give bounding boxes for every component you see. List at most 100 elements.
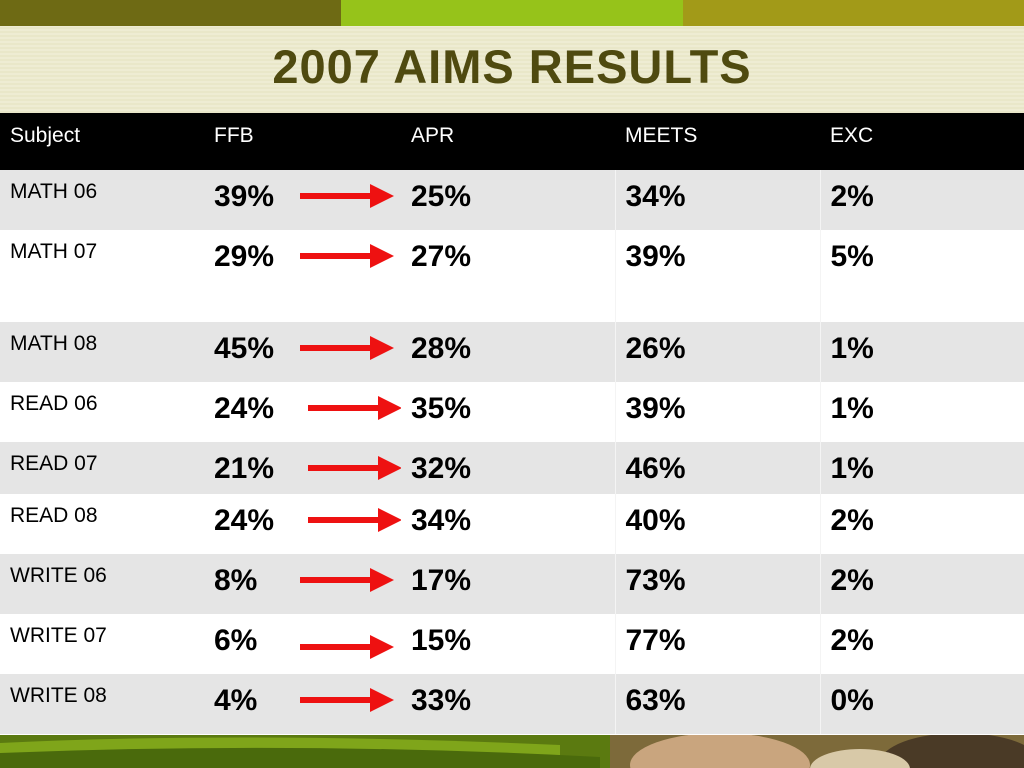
cell-subject: WRITE 06: [0, 554, 204, 614]
cell-ffb: 8%: [204, 554, 401, 614]
cell-meets: 46%: [614, 442, 820, 494]
cell-meets: 26%: [614, 322, 820, 382]
cell-apr-text: 15%: [411, 624, 472, 657]
bottom-band-decoration: [0, 735, 1024, 768]
cell-exc: 1%: [819, 322, 1024, 382]
cell-exc: 1%: [819, 442, 1024, 494]
cell-ffb: 4%: [204, 674, 401, 734]
cell-meets-text: 34%: [625, 180, 686, 213]
right-arrow-icon: [300, 688, 394, 712]
header-ffb: FFB: [204, 113, 401, 170]
slide-title: 2007 AIMS RESULTS: [272, 40, 752, 93]
cell-ffb-text: 29%: [214, 240, 275, 273]
table-row: MATH 06 39% 25% 34% 2%: [0, 170, 1024, 230]
table-row: READ 07 21% 32% 46% 1%: [0, 442, 1024, 494]
cell-meets: 34%: [614, 170, 820, 230]
cell-ffb: 21%: [204, 442, 402, 494]
cell-ffb: 29%: [204, 230, 401, 322]
cell-ffb-text: 8%: [214, 564, 258, 597]
cell-exc-text: 0%: [830, 684, 874, 717]
cell-meets-text: 26%: [625, 332, 686, 365]
cell-apr-text: 25%: [411, 180, 472, 213]
cell-apr-text: 34%: [411, 504, 472, 537]
cell-apr: 34%: [401, 494, 615, 554]
cell-subject: READ 08: [0, 494, 204, 554]
table-row: READ 08 24% 34% 40% 2%: [0, 494, 1024, 554]
cell-apr: 35%: [401, 382, 615, 442]
table-row: READ 06 24% 35% 39% 1%: [0, 382, 1024, 442]
cell-subject-text: MATH 08: [10, 332, 98, 355]
table-row: WRITE 07 6% 15% 77% 2%: [0, 614, 1024, 674]
cell-subject: READ 07: [0, 442, 204, 494]
cell-apr: 15%: [401, 614, 615, 674]
table-row: WRITE 06 8% 17% 73% 2%: [0, 554, 1024, 614]
cell-apr-text: 17%: [411, 564, 472, 597]
cell-exc: 2%: [819, 614, 1024, 674]
top-bar-segment-olive: [0, 0, 341, 26]
cell-subject-text: READ 06: [10, 392, 98, 415]
cell-subject: MATH 07: [0, 230, 204, 322]
right-arrow-icon: [300, 635, 394, 659]
cell-subject-text: WRITE 07: [10, 624, 107, 647]
cell-meets-text: 77%: [625, 624, 686, 657]
cell-apr: 27%: [401, 230, 615, 322]
cell-meets-text: 46%: [625, 452, 686, 485]
cell-apr-text: 33%: [411, 684, 472, 717]
cell-apr: 32%: [401, 442, 615, 494]
right-arrow-icon: [300, 244, 394, 268]
cell-exc-text: 2%: [830, 564, 874, 597]
cell-ffb: 39%: [204, 170, 401, 230]
cell-ffb-text: 24%: [214, 392, 275, 425]
cell-ffb-text: 45%: [214, 332, 275, 365]
cell-ffb: 24%: [204, 382, 402, 442]
cell-subject-text: READ 08: [10, 504, 98, 527]
cell-meets-text: 73%: [625, 564, 686, 597]
cell-meets-text: 63%: [625, 684, 686, 717]
table-row: MATH 08 45% 28% 26% 1%: [0, 322, 1024, 382]
cell-exc: 2%: [819, 494, 1024, 554]
top-bar-segment-green: [341, 0, 683, 26]
cell-ffb: 24%: [204, 494, 402, 554]
cell-meets-text: 39%: [625, 240, 686, 273]
cell-exc: 5%: [819, 230, 1024, 322]
cell-meets: 39%: [614, 382, 820, 442]
cell-apr: 33%: [401, 674, 615, 734]
results-table: Subject FFB APR MEETS EXC MATH 06 39% 25% 3…: [0, 113, 1024, 734]
cell-subject-text: MATH 06: [10, 180, 98, 203]
cell-exc: 2%: [819, 554, 1024, 614]
cell-meets: 77%: [614, 614, 820, 674]
cell-exc: 1%: [819, 382, 1024, 442]
cell-apr: 17%: [401, 554, 615, 614]
table-header-row: Subject FFB APR MEETS EXC: [0, 113, 1024, 170]
cell-exc-text: 1%: [830, 392, 874, 425]
cell-meets: 63%: [614, 674, 820, 734]
cell-subject: WRITE 07: [0, 614, 204, 674]
cell-apr-text: 27%: [411, 240, 472, 273]
cell-subject-text: MATH 07: [10, 240, 98, 263]
cell-ffb: 45%: [204, 322, 401, 382]
cell-exc-text: 2%: [830, 504, 874, 537]
cell-subject-text: WRITE 08: [10, 684, 107, 707]
right-arrow-icon: [308, 396, 402, 420]
header-apr: APR: [401, 113, 615, 170]
cell-apr: 25%: [401, 170, 615, 230]
cell-meets: 40%: [614, 494, 820, 554]
cell-exc-text: 5%: [830, 240, 874, 273]
cell-ffb: 6%: [204, 614, 401, 674]
cell-meets-text: 40%: [625, 504, 686, 537]
cell-subject: READ 06: [0, 382, 204, 442]
cell-exc: 2%: [819, 170, 1024, 230]
cell-exc-text: 2%: [830, 624, 874, 657]
right-arrow-icon: [300, 568, 394, 592]
bottom-photo-band: [0, 735, 1024, 768]
cell-exc-text: 1%: [830, 332, 874, 365]
header-exc: EXC: [820, 113, 1024, 170]
cell-exc-text: 1%: [830, 452, 874, 485]
cell-ffb-text: 21%: [214, 452, 275, 485]
cell-ffb-text: 4%: [214, 684, 258, 717]
cell-meets: 73%: [614, 554, 820, 614]
cell-ffb-text: 39%: [214, 180, 275, 213]
cell-exc-text: 2%: [830, 180, 874, 213]
right-arrow-icon: [300, 184, 394, 208]
cell-apr: 28%: [401, 322, 615, 382]
